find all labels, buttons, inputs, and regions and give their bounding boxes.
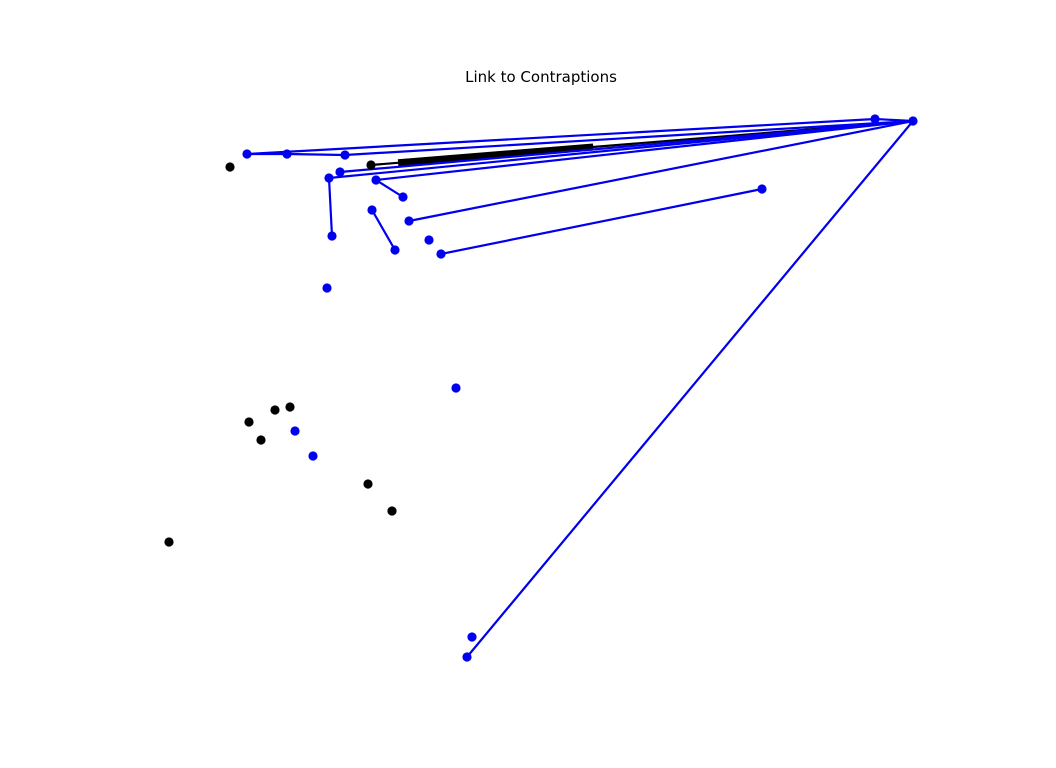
nodes-layer <box>164 114 918 662</box>
edge-n376-n403 <box>374 178 405 199</box>
node-n247 <box>242 149 252 159</box>
node-n429 <box>424 235 434 245</box>
edge-n247-hub2 <box>245 117 877 156</box>
edge-k371-hub-heavy <box>397 143 594 167</box>
edge-n409-hub <box>407 119 915 223</box>
node-k275 <box>270 405 280 415</box>
node-k230 <box>225 162 235 172</box>
edge-n329-hub <box>327 119 915 180</box>
node-n441 <box>436 249 446 259</box>
node-n313 <box>308 451 318 461</box>
node-n376 <box>371 175 381 185</box>
node-n295 <box>290 426 300 436</box>
edges-layer <box>245 117 915 659</box>
node-k169 <box>164 537 174 547</box>
edge-n345-hub <box>343 119 915 157</box>
edge-n376-hub <box>374 119 915 182</box>
node-n456 <box>451 383 461 393</box>
node-k371 <box>366 160 376 170</box>
node-n329 <box>324 173 334 183</box>
edge-n372-n395 <box>370 208 397 252</box>
node-k392 <box>387 506 397 516</box>
node-k249 <box>244 417 254 427</box>
edge-hub2-hub <box>873 117 915 123</box>
node-k290 <box>285 402 295 412</box>
node-n409 <box>404 216 414 226</box>
node-n340 <box>335 167 345 177</box>
node-n762 <box>757 184 767 194</box>
node-n467 <box>462 652 472 662</box>
diagram-title: Link to Contraptions <box>465 68 617 86</box>
edge-n287-n345 <box>285 152 347 157</box>
node-n332 <box>327 231 337 241</box>
node-n403 <box>398 192 408 202</box>
edge-n329-n332 <box>327 176 334 238</box>
node-hub <box>908 116 918 126</box>
node-n395 <box>390 245 400 255</box>
node-hub2 <box>870 114 880 124</box>
node-k368 <box>363 479 373 489</box>
node-n287 <box>282 149 292 159</box>
node-k261 <box>256 435 266 445</box>
edge-n467-hub <box>465 119 915 659</box>
node-n372 <box>367 205 377 215</box>
node-n345 <box>340 150 350 160</box>
node-n327 <box>322 283 332 293</box>
node-n472 <box>467 632 477 642</box>
edge-n441-n762 <box>439 187 764 256</box>
